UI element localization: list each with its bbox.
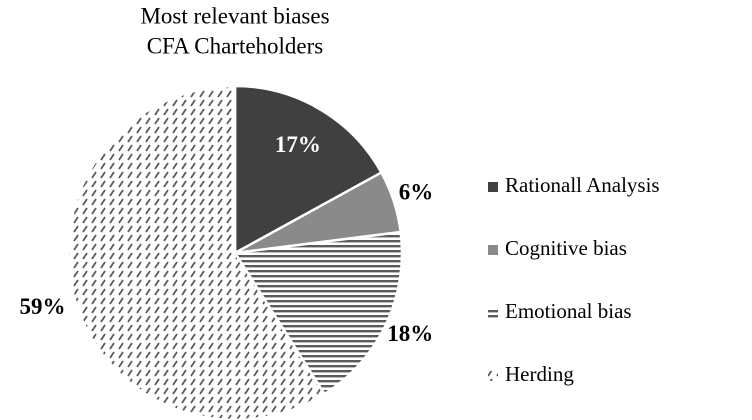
pie-slice: [233, 84, 384, 256]
data-label: 18%: [387, 321, 433, 346]
legend-swatch: [488, 245, 498, 255]
legend-label: Emotional bias: [505, 299, 632, 323]
data-label: 17%: [275, 132, 321, 157]
chart-subtitle: CFA Charteholders: [147, 33, 324, 58]
data-label: 6%: [399, 179, 434, 204]
legend-swatch: [488, 371, 498, 381]
legend-label: Rationall Analysis: [505, 173, 660, 197]
legend-swatch: [488, 182, 498, 192]
pie-slice: [232, 230, 404, 396]
chart-title: Most relevant biases: [140, 3, 329, 28]
legend-label: Herding: [505, 362, 574, 386]
legend-swatch: [488, 308, 498, 318]
legend-label: Cognitive bias: [505, 236, 627, 260]
data-label: 59%: [20, 294, 66, 319]
